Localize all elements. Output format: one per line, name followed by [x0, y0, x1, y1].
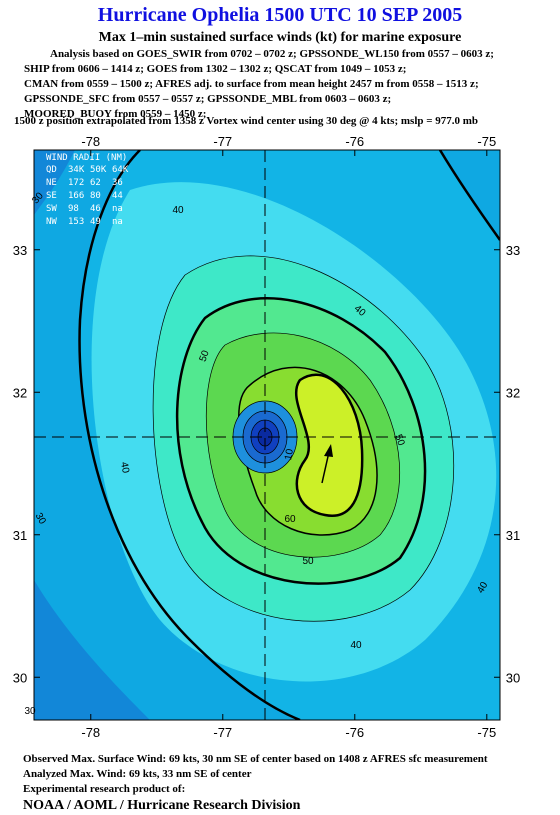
analysis-line: SHIP from 0606 – 1414 z; GOES from 1302 …: [24, 63, 406, 75]
center-lines: [34, 150, 500, 720]
organization: NOAA / AOML / Hurricane Research Divisio…: [23, 798, 301, 813]
band-30-35: [34, 150, 500, 720]
contour-label: 30: [24, 706, 36, 717]
x-tick-label: -76: [345, 134, 364, 149]
position-note: 1500 z position extrapolated from 1358 z…: [14, 115, 478, 127]
table-title: WIND RADII (NM): [46, 153, 127, 163]
footer-line: Analyzed Max. Wind: 69 kts, 33 nm SE of …: [23, 768, 252, 780]
table-cell: 64K: [112, 165, 129, 175]
band-65-plus: [294, 373, 364, 517]
contour-label: 50: [302, 556, 314, 567]
contour-label: 40: [172, 205, 184, 216]
footer-line: Observed Max. Surface Wind: 69 kts, 30 n…: [23, 753, 488, 765]
contour-label: 50: [198, 349, 212, 364]
table-cell: 36: [112, 178, 123, 188]
y-tick-label: 32: [506, 385, 520, 400]
y-tick-label: 33: [13, 243, 27, 258]
contour-label: 60: [284, 514, 296, 525]
table-cell: 49: [90, 217, 101, 227]
table-cell: 166: [68, 191, 84, 201]
y-tick-label: 30: [506, 670, 520, 685]
eye: [232, 400, 298, 474]
table-cell: 44: [112, 191, 123, 201]
analysis-line: CMAN from 0559 – 1500 z; AFRES adj. to s…: [24, 78, 479, 90]
table-cell: na: [112, 217, 123, 227]
y-tick-label: 31: [13, 528, 27, 543]
x-tick-label: -75: [477, 134, 496, 149]
table-cell: QD: [46, 165, 57, 175]
table-cell: NE: [46, 178, 57, 188]
analysis-line: Analysis based on GOES_SWIR from 0702 – …: [50, 48, 494, 60]
footer-line: Experimental research product of:: [23, 783, 185, 795]
map-frame: [33, 149, 501, 721]
subtitle: Max 1–min sustained surface winds (kt) f…: [99, 30, 462, 45]
contour-label: 30: [33, 511, 48, 527]
table-cell: 50K: [90, 165, 107, 175]
y-tick-label: 32: [13, 385, 27, 400]
x-tick-label: -78: [81, 134, 100, 149]
footer: Observed Max. Surface Wind: 69 kts, 30 n…: [23, 753, 488, 795]
x-tick-label: -76: [345, 725, 364, 740]
contour-label: 40: [350, 640, 362, 651]
table-cell: 98: [68, 204, 79, 214]
motion-arrow: [321, 444, 333, 484]
thick-contours: [78, 150, 500, 720]
axes: -78 -78 -77 -77 -76 -76 -75 -75 30 30 31 31 32 32 33 33: [13, 134, 520, 740]
table-cell: 153: [68, 217, 84, 227]
contour-label: 50: [392, 433, 406, 448]
analysis-line: MOORED_BUOY from 0559 – 1450 z;: [24, 108, 206, 120]
table-cell: 34K: [68, 165, 85, 175]
x-tick-label: -78: [81, 725, 100, 740]
x-tick-label: -77: [213, 725, 232, 740]
table-cell: 62: [90, 178, 101, 188]
analysis-line: GPSSONDE_SFC from 0557 – 0557 z; GPSSOND…: [24, 93, 391, 105]
title: Hurricane Ophelia 1500 UTC 10 SEP 2005: [98, 4, 462, 26]
table-cell: NW: [46, 217, 57, 227]
contour-label: 10: [283, 448, 296, 461]
contour-label: 40: [475, 580, 490, 596]
analysis: Analysis based on GOES_SWIR from 0702 – …: [24, 48, 494, 120]
wind-radii-table: WIND RADII (NM) QD 34K 50K 64K NE 172 62 36 SE 166…: [46, 153, 129, 227]
y-tick-label: 31: [506, 528, 520, 543]
table-cell: 172: [68, 178, 84, 188]
table-cell: na: [112, 204, 123, 214]
map-fill: [34, 150, 500, 720]
table-cell: 46: [90, 204, 101, 214]
contour-label: 40: [118, 461, 131, 474]
table-cell: SW: [46, 204, 57, 214]
y-tick-label: 33: [506, 243, 520, 258]
y-tick-label: 30: [13, 670, 27, 685]
table-cell: 80: [90, 191, 101, 201]
x-tick-label: -75: [477, 725, 496, 740]
x-tick-label: -77: [213, 134, 232, 149]
table-cell: SE: [46, 191, 57, 201]
